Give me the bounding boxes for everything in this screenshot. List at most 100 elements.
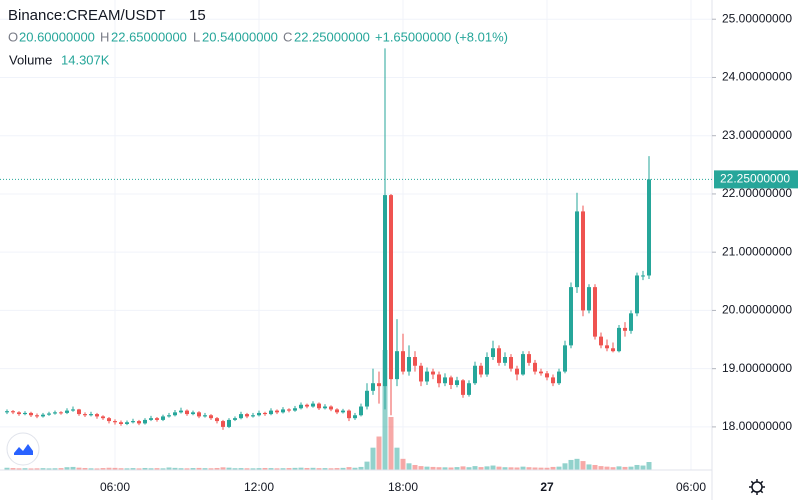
body — [167, 415, 172, 417]
settings-spokes[interactable] — [749, 479, 765, 495]
volume-bar — [568, 459, 574, 470]
volume-bar — [232, 468, 238, 470]
volume-bar — [580, 461, 586, 470]
body — [575, 211, 580, 288]
body — [215, 418, 220, 422]
body — [389, 195, 394, 380]
volume-bar — [454, 467, 460, 470]
body — [353, 415, 358, 419]
volume-bar — [514, 467, 520, 470]
grid — [0, 0, 712, 470]
body — [527, 354, 532, 363]
volume-bar — [178, 468, 184, 470]
volume-bar — [238, 468, 244, 470]
open-value: 20.60000000 — [19, 29, 95, 44]
volume-bar — [130, 468, 136, 470]
volume-label: Volume — [9, 52, 52, 67]
body — [161, 416, 166, 420]
body — [431, 371, 436, 375]
body — [347, 410, 352, 419]
body — [227, 419, 232, 427]
volume-bar — [358, 466, 364, 470]
volume-bar — [334, 468, 340, 470]
volume-bar — [412, 464, 418, 470]
volume-bar — [208, 468, 214, 470]
volume-bar — [316, 468, 322, 470]
y-tick-label: 20.00000000 — [722, 303, 792, 317]
body — [269, 410, 274, 415]
volume-bar — [406, 463, 412, 470]
h-label: H — [100, 29, 109, 44]
body — [95, 414, 100, 417]
volume-bar — [94, 468, 100, 470]
body — [623, 327, 627, 331]
body — [479, 365, 484, 375]
body — [191, 412, 196, 415]
body — [275, 410, 280, 413]
body — [581, 211, 586, 311]
settings[interactable] — [749, 479, 765, 495]
body — [113, 421, 118, 423]
x-tick-label: 06:00 — [676, 480, 706, 494]
body — [29, 412, 34, 416]
volume-bar — [64, 467, 70, 470]
logo[interactable] — [6, 432, 40, 466]
change-value: +1.65000000 (+8.01%) — [375, 29, 508, 44]
body — [473, 365, 478, 384]
volume-bar — [82, 467, 88, 470]
body — [419, 365, 424, 382]
volume-bar — [34, 468, 40, 470]
y-tick-label: 18.00000000 — [722, 419, 792, 433]
body — [593, 287, 598, 337]
body — [515, 368, 520, 375]
body — [323, 406, 328, 409]
volume-bar — [604, 466, 610, 470]
volume-bar — [106, 467, 112, 470]
logo-icon[interactable] — [14, 444, 33, 455]
body — [557, 371, 562, 384]
volume-bar — [478, 467, 484, 470]
candles — [5, 48, 651, 430]
body — [569, 287, 574, 346]
body — [293, 408, 298, 411]
c-label: C — [283, 29, 292, 44]
body — [155, 418, 160, 420]
body — [257, 412, 262, 416]
volume-bar — [184, 468, 190, 470]
body — [371, 383, 376, 391]
body — [263, 412, 268, 415]
logo-circle[interactable] — [6, 432, 40, 466]
volume-bar — [328, 468, 334, 470]
body — [239, 414, 244, 419]
volume-bar — [466, 467, 472, 470]
body — [71, 409, 76, 411]
body — [635, 275, 639, 314]
body — [335, 409, 340, 413]
volume-bar — [394, 447, 400, 470]
body — [149, 418, 154, 420]
y-tick-label: 21.00000000 — [722, 244, 792, 258]
volume-bar — [556, 466, 562, 470]
body — [563, 345, 568, 372]
volume-bar — [52, 468, 58, 470]
body — [497, 348, 502, 363]
axes: 18.00000000 19.00000000 20.00000000 21.0000… — [0, 11, 798, 494]
body — [611, 348, 615, 352]
volume-bar — [382, 350, 388, 470]
body — [425, 371, 430, 382]
volume-bar — [172, 467, 178, 470]
volume-bar — [532, 467, 538, 470]
body — [401, 351, 406, 372]
volume-bar — [364, 461, 370, 470]
body — [299, 404, 304, 409]
symbol: Binance:CREAM/USDT — [8, 7, 166, 24]
body — [77, 409, 82, 415]
volume-bar — [274, 468, 280, 470]
volume-bar — [424, 466, 430, 470]
volume-bar — [280, 468, 286, 470]
volume-bar — [526, 467, 532, 470]
body — [467, 383, 472, 395]
body — [5, 411, 10, 413]
volume-bar — [292, 467, 298, 470]
volume-bar — [346, 467, 352, 470]
